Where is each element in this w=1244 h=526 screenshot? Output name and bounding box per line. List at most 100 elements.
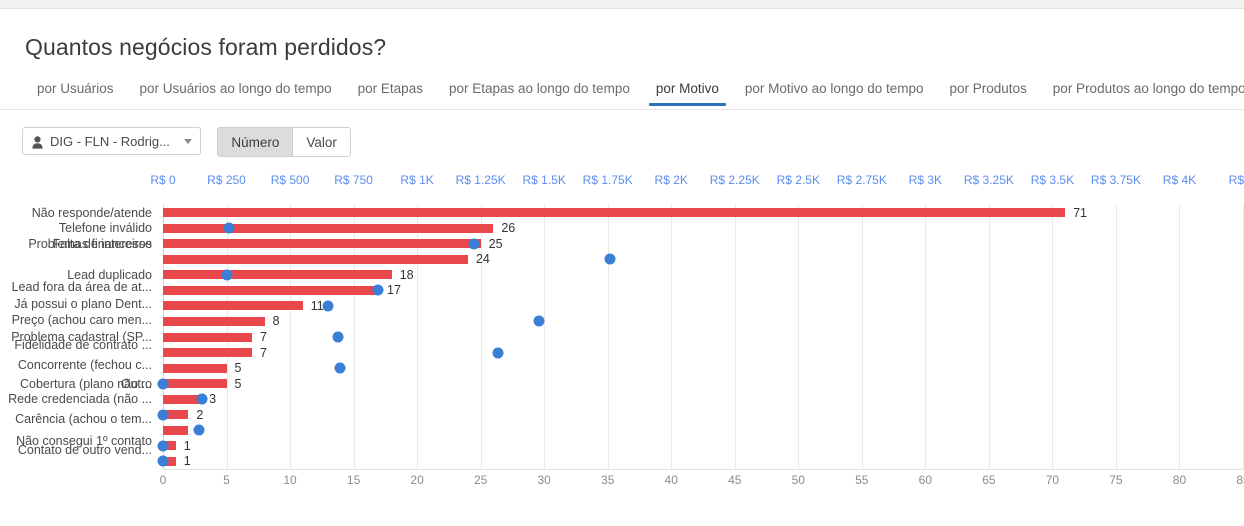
- chart-controls: DIG - FLN - Rodrig... Número Valor: [22, 127, 351, 157]
- value-dot[interactable]: [322, 300, 334, 312]
- value-dot[interactable]: [157, 440, 169, 452]
- bar[interactable]: [163, 441, 176, 451]
- value-dot[interactable]: [223, 222, 235, 234]
- chart-row: 3: [163, 392, 1243, 407]
- chart-row: 25: [163, 237, 1243, 251]
- tab-por-produtos-ao-longo-do-tempo[interactable]: por Produtos ao longo do tempo: [1052, 81, 1244, 96]
- value-dot[interactable]: [533, 315, 545, 327]
- plot-area: 712625241817118775532211: [157, 205, 1244, 469]
- gridline: [734, 205, 736, 469]
- top-axis-tick: R$ 1.5K: [522, 173, 566, 187]
- value-dot[interactable]: [604, 253, 616, 265]
- top-axis-tick: R$ 4K: [1162, 173, 1197, 187]
- value-dot[interactable]: [332, 331, 344, 343]
- tab-por-produtos[interactable]: por Produtos: [949, 81, 1027, 96]
- value-dot[interactable]: [372, 284, 384, 296]
- bar[interactable]: [163, 285, 379, 295]
- value-dot[interactable]: [468, 238, 480, 250]
- category-label: Preço (achou caro men...: [11, 312, 152, 327]
- bar[interactable]: [163, 456, 176, 466]
- bottom-axis-tick: 80: [1172, 473, 1187, 487]
- gridline: [988, 205, 990, 469]
- chart-row: 2: [163, 408, 1243, 422]
- bar[interactable]: [163, 410, 189, 420]
- bar[interactable]: [163, 301, 303, 311]
- category-label: Problemas financeiros: [28, 236, 152, 251]
- bar-value-label: 5: [234, 376, 242, 391]
- value-dot[interactable]: [157, 455, 169, 467]
- value-dot[interactable]: [196, 393, 208, 405]
- page-title: Quantos negócios foram perdidos?: [25, 34, 387, 60]
- chart-row: 1: [163, 439, 1243, 453]
- chart-row: 5: [163, 361, 1243, 376]
- bottom-axis-tick: 60: [918, 473, 933, 487]
- bottom-axis-tick: 15: [346, 473, 361, 487]
- bar-value-label: 5: [234, 361, 242, 376]
- top-axis-tick: R$ 1.75K: [582, 173, 633, 187]
- value-dot[interactable]: [334, 362, 346, 374]
- gridline: [925, 205, 927, 469]
- bar[interactable]: [163, 379, 227, 389]
- gridline: [353, 205, 355, 469]
- gridline: [671, 205, 673, 469]
- top-axis-tick: R$ 2.5K: [776, 173, 820, 187]
- value-dot[interactable]: [157, 409, 169, 421]
- bar[interactable]: [163, 425, 189, 435]
- bottom-axis-tick: 35: [601, 473, 615, 487]
- tab-por-etapas-ao-longo-do-tempo[interactable]: por Etapas ao longo do tempo: [448, 81, 630, 96]
- tab-por-usu-rios[interactable]: por Usuários: [37, 81, 114, 96]
- value-dot[interactable]: [193, 424, 205, 436]
- chart-row: 11: [163, 299, 1243, 313]
- person-filter-dropdown[interactable]: DIG - FLN - Rodrig...: [22, 127, 201, 155]
- top-axis-tick: R$ 3.25K: [963, 173, 1014, 187]
- category-label: Lead fora da área de at...: [11, 280, 152, 295]
- top-axis-tick: R$ 1.25K: [455, 173, 506, 187]
- bar[interactable]: [163, 394, 202, 404]
- chart-row: 8: [163, 314, 1243, 328]
- chart-row: 7: [163, 346, 1243, 360]
- metric-toggle-valor[interactable]: Valor: [292, 128, 350, 156]
- bar[interactable]: [163, 223, 494, 233]
- bar[interactable]: [163, 239, 481, 249]
- bar[interactable]: [163, 332, 252, 342]
- tab-por-motivo-ao-longo-do-tempo[interactable]: por Motivo ao longo do tempo: [744, 81, 924, 96]
- bar[interactable]: [163, 348, 252, 358]
- bottom-axis-tick: 25: [473, 473, 488, 487]
- category-label: Não consegui 1º contato: [16, 434, 152, 449]
- bottom-axis-tick: 65: [982, 473, 996, 487]
- bar[interactable]: [163, 208, 1066, 218]
- top-axis-tick: R$ 0: [150, 173, 176, 187]
- chart-row: 2: [163, 423, 1243, 437]
- bottom-axis-tick: 0: [159, 473, 167, 487]
- category-label: Não responde/atende: [31, 205, 152, 220]
- bar[interactable]: [163, 363, 227, 373]
- value-dot[interactable]: [492, 347, 504, 359]
- value-dot[interactable]: [221, 269, 233, 281]
- gridline: [1115, 205, 1117, 469]
- top-axis-tick: R$ 3K: [908, 173, 943, 187]
- bar-value-label: 26: [501, 221, 516, 236]
- bottom-axis-tick: 20: [410, 473, 424, 487]
- tab-por-motivo[interactable]: por Motivo: [643, 77, 732, 106]
- tab-por-usu-rios-ao-longo-do-tempo[interactable]: por Usuários ao longo do tempo: [139, 81, 332, 96]
- category-label: Falta de interesse: [52, 236, 152, 251]
- chart-row: 18: [163, 268, 1243, 282]
- category-label: Telefone inválido: [58, 221, 152, 236]
- person-icon: [32, 135, 43, 149]
- tab-por-etapas[interactable]: por Etapas: [357, 81, 423, 96]
- metric-toggle-numero[interactable]: Número: [218, 128, 293, 156]
- top-axis-tick: R$ 500: [270, 173, 310, 187]
- value-dot[interactable]: [157, 378, 169, 390]
- bottom-axis-count: 0 5 10 15 20 25 30 35 40 45 50 55 60 65 70 75 80 85: [0, 471, 1244, 495]
- bar[interactable]: [163, 270, 392, 280]
- bottom-axis-tick: 45: [728, 473, 742, 487]
- bar[interactable]: [163, 254, 468, 264]
- top-axis-currency: R$ 0 R$ 250 R$ 500 R$ 750 R$ 1K R$ 1.25K R$ 1.…: [0, 169, 1244, 195]
- category-label: Outro: [120, 376, 152, 391]
- gridline: [798, 205, 800, 469]
- category-label: Lead duplicado: [67, 267, 152, 282]
- bar[interactable]: [163, 316, 265, 326]
- category-label: Já possui o plano Dent...: [14, 297, 152, 312]
- bar-value-label: 3: [209, 392, 217, 407]
- chevron-down-icon: [183, 138, 192, 144]
